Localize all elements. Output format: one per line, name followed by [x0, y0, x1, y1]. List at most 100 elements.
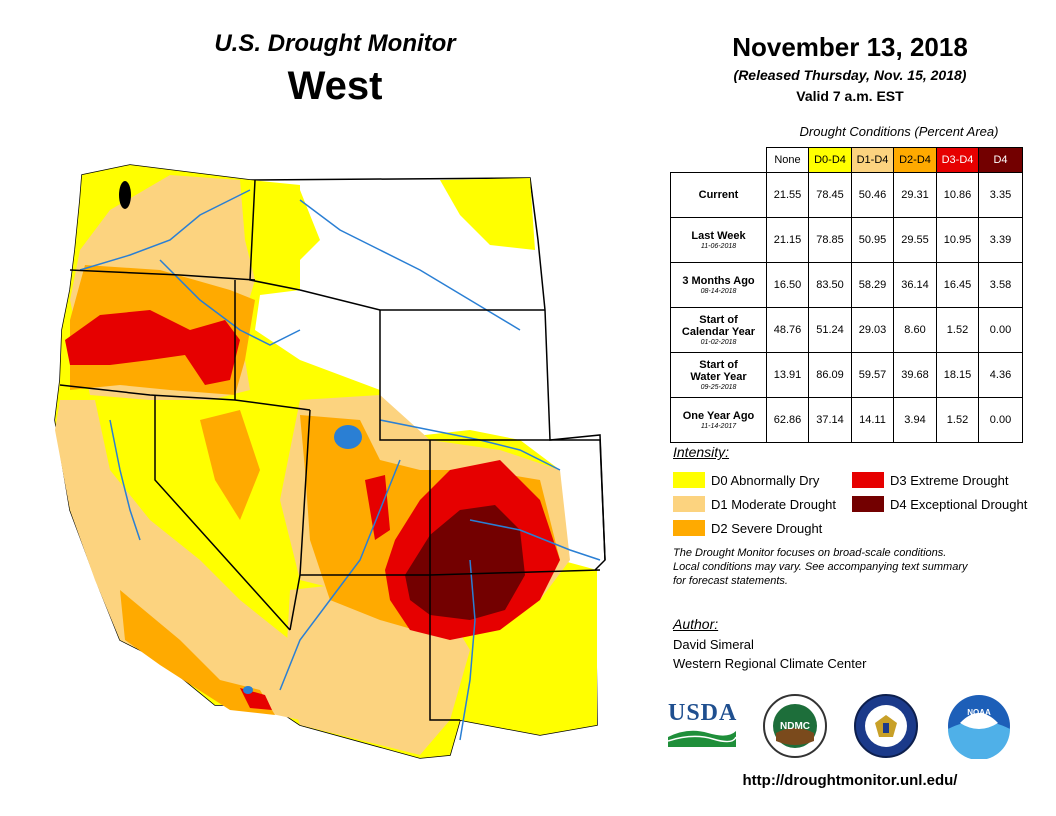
sacramento-river [109, 419, 141, 541]
boundary-wa-or [69, 269, 256, 281]
table-cell: 36.14 [893, 262, 937, 308]
row-label-date: 01-02-2018 [700, 338, 737, 346]
table-row: Current 21.55 78.45 50.46 29.31 10.86 3.… [670, 172, 1023, 218]
column-header: D4 [978, 147, 1023, 173]
legend-item-d1: D1 Moderate Drought [673, 494, 836, 514]
table-cell: 1.52 [936, 397, 979, 443]
note-line: Local conditions may vary. See accompany… [673, 561, 968, 573]
valid-time: Valid 7 a.m. EST [796, 88, 904, 104]
legend-swatch [673, 496, 705, 512]
row-label-line2: Water Year [690, 370, 747, 383]
table-cell: 59.57 [851, 352, 894, 398]
legend-swatch [673, 472, 705, 488]
usda-logo-text: USDA [668, 700, 738, 726]
row-label: Current [670, 172, 767, 218]
legend-item-d0: D0 Abnormally Dry [673, 470, 819, 490]
table-cell: 3.39 [978, 217, 1023, 263]
author-org: Western Regional Climate Center [673, 656, 867, 671]
row-label-line1: Start of [699, 358, 738, 371]
row-label-line1: Start of [699, 313, 738, 326]
table-cell: 10.95 [936, 217, 979, 263]
legend-title: Intensity: [673, 444, 730, 460]
table-cell: 3.94 [893, 397, 937, 443]
legend-item-d3: D3 Extreme Drought [852, 470, 1009, 490]
row-label-line1: One Year Ago [682, 409, 755, 422]
drought-conditions-table: None D0-D4 D1-D4 D2-D4 D3-D4 D4 Current … [670, 147, 1023, 443]
drought-shading [55, 165, 597, 758]
salton-sea [243, 686, 253, 694]
boundary-wy-co [379, 310, 550, 441]
legend-item-d4: D4 Exceptional Drought [852, 494, 1027, 514]
water-features [79, 181, 601, 741]
table-cell: 3.35 [978, 172, 1023, 218]
row-label: Start of Calendar Year 01-02-2018 [670, 307, 767, 353]
puget-sound [119, 181, 131, 209]
table-cell: 29.55 [893, 217, 937, 263]
table-cell: 86.09 [808, 352, 852, 398]
table-cell: 29.31 [893, 172, 937, 218]
region-title: West [287, 64, 383, 108]
author-label: Author: [673, 616, 719, 632]
d4-area-four-corners [405, 505, 525, 620]
boundary-co-ks-nm [429, 569, 601, 576]
release-note: (Released Thursday, Nov. 15, 2018) [733, 67, 967, 83]
row-label-date: 09-25-2018 [700, 383, 737, 391]
legend-label: D0 Abnormally Dry [711, 472, 820, 488]
table-caption: Drought Conditions (Percent Area) [799, 124, 999, 139]
author-name: David Simeral [673, 637, 754, 652]
table-cell: 21.55 [766, 172, 809, 218]
table-row: One Year Ago 11-14-2017 62.86 37.14 14.11… [670, 397, 1023, 443]
d3-area-utah [365, 475, 390, 540]
d3-area-oregon [65, 310, 240, 385]
table-cell: 58.29 [851, 262, 894, 308]
table-cell: 0.00 [978, 307, 1023, 353]
boundary-or-ca-nv [59, 384, 311, 411]
table-cell: 83.50 [808, 262, 852, 308]
table-cell: 78.45 [808, 172, 852, 218]
table-cell: 4.36 [978, 352, 1023, 398]
table-cell: 48.76 [766, 307, 809, 353]
note-line: The Drought Monitor focuses on broad-sca… [673, 547, 947, 559]
table-cell: 50.46 [851, 172, 894, 218]
usda-logo: USDA [667, 700, 738, 750]
table-cell: 16.50 [766, 262, 809, 308]
legend-label: D2 Severe Drought [711, 520, 823, 536]
map-subtitle: U.S. Drought Monitor [214, 30, 456, 57]
legend-swatch [852, 496, 884, 512]
table-cell: 37.14 [808, 397, 852, 443]
row-label-line2: Calendar Year [681, 325, 756, 338]
doc-seal-logo [854, 694, 918, 758]
noaa-logo: NOAA [948, 695, 1010, 759]
table-header-row: None D0-D4 D1-D4 D2-D4 D3-D4 D4 [671, 147, 1023, 173]
column-header: D0-D4 [808, 147, 852, 173]
table-cell: 62.86 [766, 397, 809, 443]
table-cell: 50.95 [851, 217, 894, 263]
d0-area-montana [255, 190, 320, 270]
d2-area-nevada-strip [200, 410, 260, 520]
table-cell: 13.91 [766, 352, 809, 398]
state-boundaries [59, 179, 606, 721]
ndmc-logo: NDMC [763, 694, 827, 758]
row-label-line1: Current [698, 189, 739, 201]
missouri-river [299, 199, 521, 331]
table-cell: 21.15 [766, 217, 809, 263]
ndmc-logo-text: NDMC [780, 721, 810, 732]
legend-swatch [673, 520, 705, 536]
website-link[interactable]: http://droughtmonitor.unl.edu/ [742, 772, 958, 789]
column-header: D2-D4 [893, 147, 937, 173]
table-cell: 39.68 [893, 352, 937, 398]
column-header: D1-D4 [851, 147, 894, 173]
drought-map [54, 164, 606, 759]
header-blank-cell [671, 148, 767, 173]
table-cell: 10.86 [936, 172, 979, 218]
legend-label: D1 Moderate Drought [711, 496, 837, 512]
row-label: Last Week 11-06-2018 [670, 217, 767, 263]
row-label: 3 Months Ago 08-14-2018 [670, 262, 767, 308]
legend-item-d2: D2 Severe Drought [673, 518, 822, 538]
row-label: Start of Water Year 09-25-2018 [670, 352, 767, 398]
row-label-date: 11-14-2017 [700, 422, 737, 430]
table-cell: 8.60 [893, 307, 937, 353]
arkansas-river [469, 519, 601, 561]
great-salt-lake [334, 425, 362, 449]
disclaimer-note: The Drought Monitor focuses on broad-sca… [673, 546, 1033, 588]
